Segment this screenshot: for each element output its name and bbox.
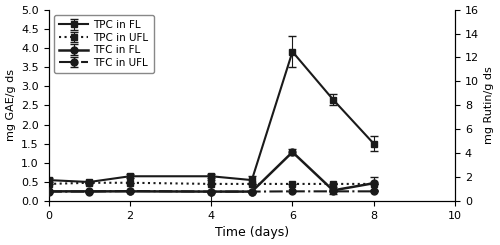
Y-axis label: mg GAE/g ds: mg GAE/g ds [6, 69, 16, 141]
Y-axis label: mg Rutin/g ds: mg Rutin/g ds [484, 66, 494, 144]
X-axis label: Time (days): Time (days) [215, 226, 289, 239]
Legend: TPC in FL, TPC in UFL, TFC in FL, TFC in UFL: TPC in FL, TPC in UFL, TFC in FL, TFC in… [54, 15, 154, 73]
